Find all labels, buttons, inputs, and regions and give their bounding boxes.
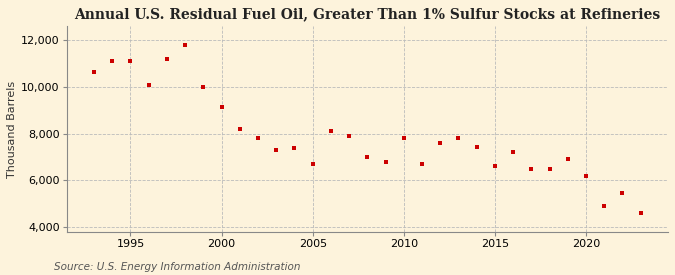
Point — [362, 155, 373, 159]
Point — [216, 105, 227, 109]
Point — [180, 43, 190, 47]
Point — [599, 204, 610, 208]
Point — [435, 141, 446, 145]
Point — [107, 59, 117, 64]
Point — [271, 148, 281, 152]
Point — [562, 157, 573, 162]
Point — [416, 162, 427, 166]
Point — [307, 162, 318, 166]
Point — [88, 70, 99, 74]
Point — [580, 174, 591, 178]
Point — [143, 82, 154, 87]
Point — [325, 129, 336, 134]
Y-axis label: Thousand Barrels: Thousand Barrels — [7, 81, 17, 178]
Point — [526, 167, 537, 171]
Point — [380, 160, 391, 164]
Point — [617, 191, 628, 196]
Text: Source: U.S. Energy Information Administration: Source: U.S. Energy Information Administ… — [54, 262, 300, 272]
Point — [125, 59, 136, 64]
Point — [289, 145, 300, 150]
Point — [252, 136, 263, 141]
Point — [453, 136, 464, 141]
Point — [471, 144, 482, 149]
Title: Annual U.S. Residual Fuel Oil, Greater Than 1% Sulfur Stocks at Refineries: Annual U.S. Residual Fuel Oil, Greater T… — [74, 7, 661, 21]
Point — [344, 134, 354, 138]
Point — [508, 150, 518, 155]
Point — [161, 57, 172, 61]
Point — [489, 164, 500, 169]
Point — [234, 127, 245, 131]
Point — [198, 85, 209, 89]
Point — [544, 167, 555, 171]
Point — [635, 211, 646, 215]
Point — [398, 136, 409, 141]
